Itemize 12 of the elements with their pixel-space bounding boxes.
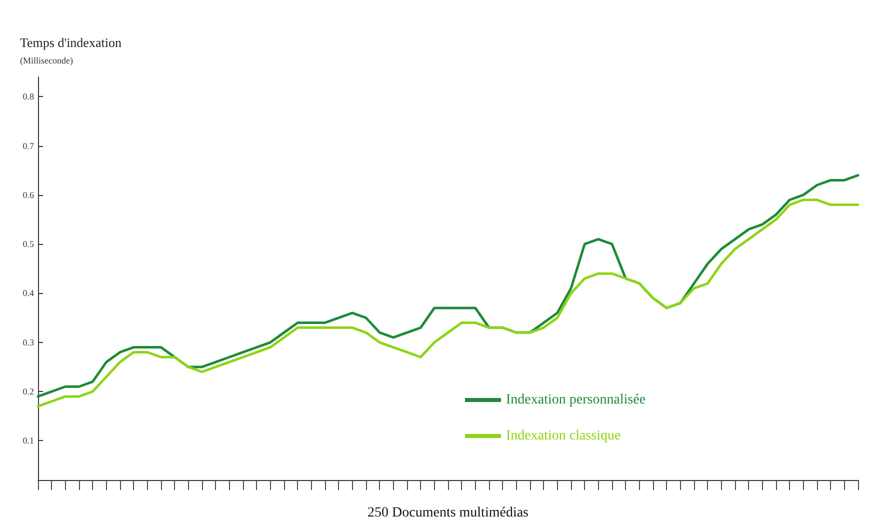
legend-label: Indexation personnalisée (506, 392, 646, 408)
y-tick-label: 0.5 (22, 239, 34, 250)
y-tick-label: 0.3 (22, 337, 34, 348)
x-axis-title: 250 Documents multimédias (368, 506, 528, 520)
y-tick-label: 0.4 (22, 288, 34, 298)
y-tick-label: 0.1 (22, 436, 34, 446)
y-tick-label: 0.6 (22, 190, 34, 200)
y-tick-label: 0.7 (22, 140, 34, 151)
y-axis-title: Temps d'indexation (Milliseconde) (20, 35, 122, 66)
legend-label: Indexation classique (506, 428, 621, 444)
y-tick-label: 0.2 (22, 386, 34, 397)
y-tick-label: 0.8 (22, 92, 34, 102)
